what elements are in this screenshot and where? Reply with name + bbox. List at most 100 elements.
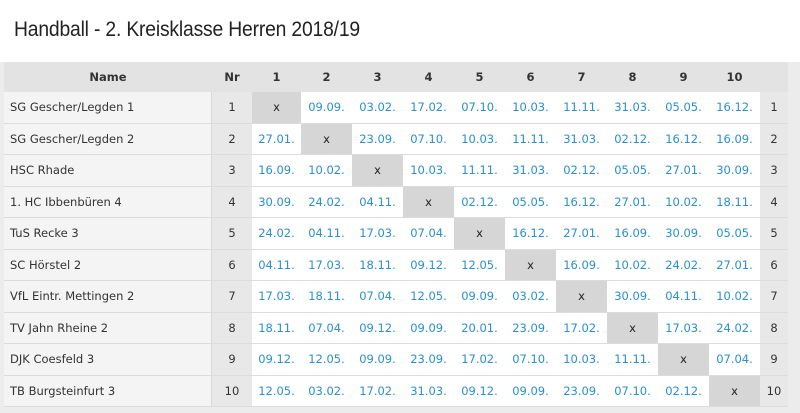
header-col-7: 7 — [556, 62, 607, 92]
match-date-cell: 07.10. — [403, 123, 454, 155]
match-date-cell: 16.09. — [556, 249, 607, 281]
table-row: TuS Recke 3 5 24.02. 04.11. 17.03. 07.04. x 16.… — [4, 218, 788, 250]
match-date-cell: 20.01. — [454, 312, 505, 344]
team-number-right: 4 — [760, 186, 788, 218]
match-date-cell: 03.02. — [352, 92, 403, 124]
match-date-cell: 31.03. — [505, 155, 556, 187]
table-row: TB Burgsteinfurt 3 10 12.05. 03.02. 17.02. 31… — [4, 375, 788, 407]
match-date-cell: 02.12. — [607, 123, 658, 155]
self-match-cell: x — [352, 155, 403, 187]
match-date-cell: 18.11. — [352, 249, 403, 281]
self-match-cell: x — [658, 344, 709, 376]
table-row: HSC Rhade 3 16.09. 10.02. x 10.03. 11.11. 31.03… — [4, 155, 788, 187]
match-date-cell: 12.05. — [403, 281, 454, 313]
match-date-cell: 10.03. — [505, 92, 556, 124]
header-nr: Nr — [212, 62, 252, 92]
match-date-cell: 27.01. — [252, 123, 301, 155]
match-date-cell: 24.02. — [301, 186, 352, 218]
match-date-cell: 30.09. — [709, 155, 760, 187]
table-row: VfL Eintr. Mettingen 2 7 17.03. 18.11. 07.04… — [4, 281, 788, 313]
match-date-cell: 23.09. — [556, 375, 607, 407]
match-date-cell: 10.02. — [301, 155, 352, 187]
match-date-cell: 09.12. — [352, 312, 403, 344]
header-col-5: 5 — [454, 62, 505, 92]
match-date-cell: 02.12. — [658, 375, 709, 407]
match-date-cell: 09.12. — [454, 375, 505, 407]
match-date-cell: 04.11. — [658, 281, 709, 313]
match-date-cell: 07.04. — [301, 312, 352, 344]
match-date-cell: 27.01. — [658, 155, 709, 187]
match-date-cell: 30.09. — [252, 186, 301, 218]
match-date-cell: 03.02. — [505, 281, 556, 313]
team-name: SG Gescher/Legden 2 — [4, 123, 212, 155]
match-date-cell: 17.02. — [556, 312, 607, 344]
match-date-cell: 04.11. — [301, 218, 352, 250]
match-date-cell: 10.03. — [403, 155, 454, 187]
match-date-cell: 10.03. — [556, 344, 607, 376]
team-number-right: 10 — [760, 375, 788, 407]
team-number: 8 — [212, 312, 252, 344]
match-date-cell: 02.12. — [556, 155, 607, 187]
team-name: TB Burgsteinfurt 3 — [4, 375, 212, 407]
table-body: SG Gescher/Legden 1 1 x 09.09. 03.02. 17.02. 0… — [4, 92, 788, 407]
team-number: 5 — [212, 218, 252, 250]
match-date-cell: 23.09. — [403, 344, 454, 376]
team-number-right: 1 — [760, 92, 788, 124]
match-date-cell: 10.02. — [709, 281, 760, 313]
match-date-cell: 02.12. — [454, 186, 505, 218]
match-date-cell: 05.05. — [709, 218, 760, 250]
match-date-cell: 07.04. — [352, 281, 403, 313]
self-match-cell: x — [454, 218, 505, 250]
table-row: SC Hörstel 2 6 04.11. 17.03. 18.11. 09.12. 12.… — [4, 249, 788, 281]
table-row: TV Jahn Rheine 2 8 18.11. 07.04. 09.12. 09.09… — [4, 312, 788, 344]
header-blank — [760, 62, 788, 92]
self-match-cell: x — [505, 249, 556, 281]
team-name: VfL Eintr. Mettingen 2 — [4, 281, 212, 313]
team-number-right: 7 — [760, 281, 788, 313]
match-date-cell: 09.09. — [301, 92, 352, 124]
match-date-cell: 09.09. — [352, 344, 403, 376]
match-date-cell: 11.11. — [505, 123, 556, 155]
table-row: 1. HC Ibbenbüren 4 4 30.09. 24.02. 04.11. x 02… — [4, 186, 788, 218]
match-date-cell: 12.05. — [454, 249, 505, 281]
team-number: 2 — [212, 123, 252, 155]
match-date-cell: 30.09. — [607, 281, 658, 313]
self-match-cell: x — [556, 281, 607, 313]
match-date-cell: 16.09. — [709, 123, 760, 155]
team-number: 6 — [212, 249, 252, 281]
header-col-8: 8 — [607, 62, 658, 92]
match-date-cell: 27.01. — [556, 218, 607, 250]
team-name: TV Jahn Rheine 2 — [4, 312, 212, 344]
match-date-cell: 11.11. — [454, 155, 505, 187]
team-number: 7 — [212, 281, 252, 313]
team-name: 1. HC Ibbenbüren 4 — [4, 186, 212, 218]
match-date-cell: 17.03. — [352, 218, 403, 250]
match-date-cell: 31.03. — [403, 375, 454, 407]
match-date-cell: 27.01. — [607, 186, 658, 218]
table-row: DJK Coesfeld 3 9 09.12. 12.05. 09.09. 23.09. 1… — [4, 344, 788, 376]
header-col-2: 2 — [301, 62, 352, 92]
match-date-cell: 18.11. — [252, 312, 301, 344]
match-date-cell: 10.02. — [658, 186, 709, 218]
team-name: HSC Rhade — [4, 155, 212, 187]
header-col-10: 10 — [709, 62, 760, 92]
match-date-cell: 10.02. — [607, 249, 658, 281]
match-date-cell: 09.09. — [505, 375, 556, 407]
team-number-right: 3 — [760, 155, 788, 187]
team-name: TuS Recke 3 — [4, 218, 212, 250]
match-date-cell: 30.09. — [658, 218, 709, 250]
match-date-cell: 17.03. — [301, 249, 352, 281]
match-date-cell: 07.10. — [607, 375, 658, 407]
team-number: 4 — [212, 186, 252, 218]
match-date-cell: 09.09. — [454, 281, 505, 313]
match-date-cell: 24.02. — [709, 312, 760, 344]
match-date-cell: 18.11. — [709, 186, 760, 218]
match-date-cell: 03.02. — [301, 375, 352, 407]
match-date-cell: 17.03. — [658, 312, 709, 344]
match-date-cell: 11.11. — [556, 92, 607, 124]
table-row: SG Gescher/Legden 1 1 x 09.09. 03.02. 17.02. 0… — [4, 92, 788, 124]
match-date-cell: 05.05. — [658, 92, 709, 124]
match-date-cell: 31.03. — [556, 123, 607, 155]
